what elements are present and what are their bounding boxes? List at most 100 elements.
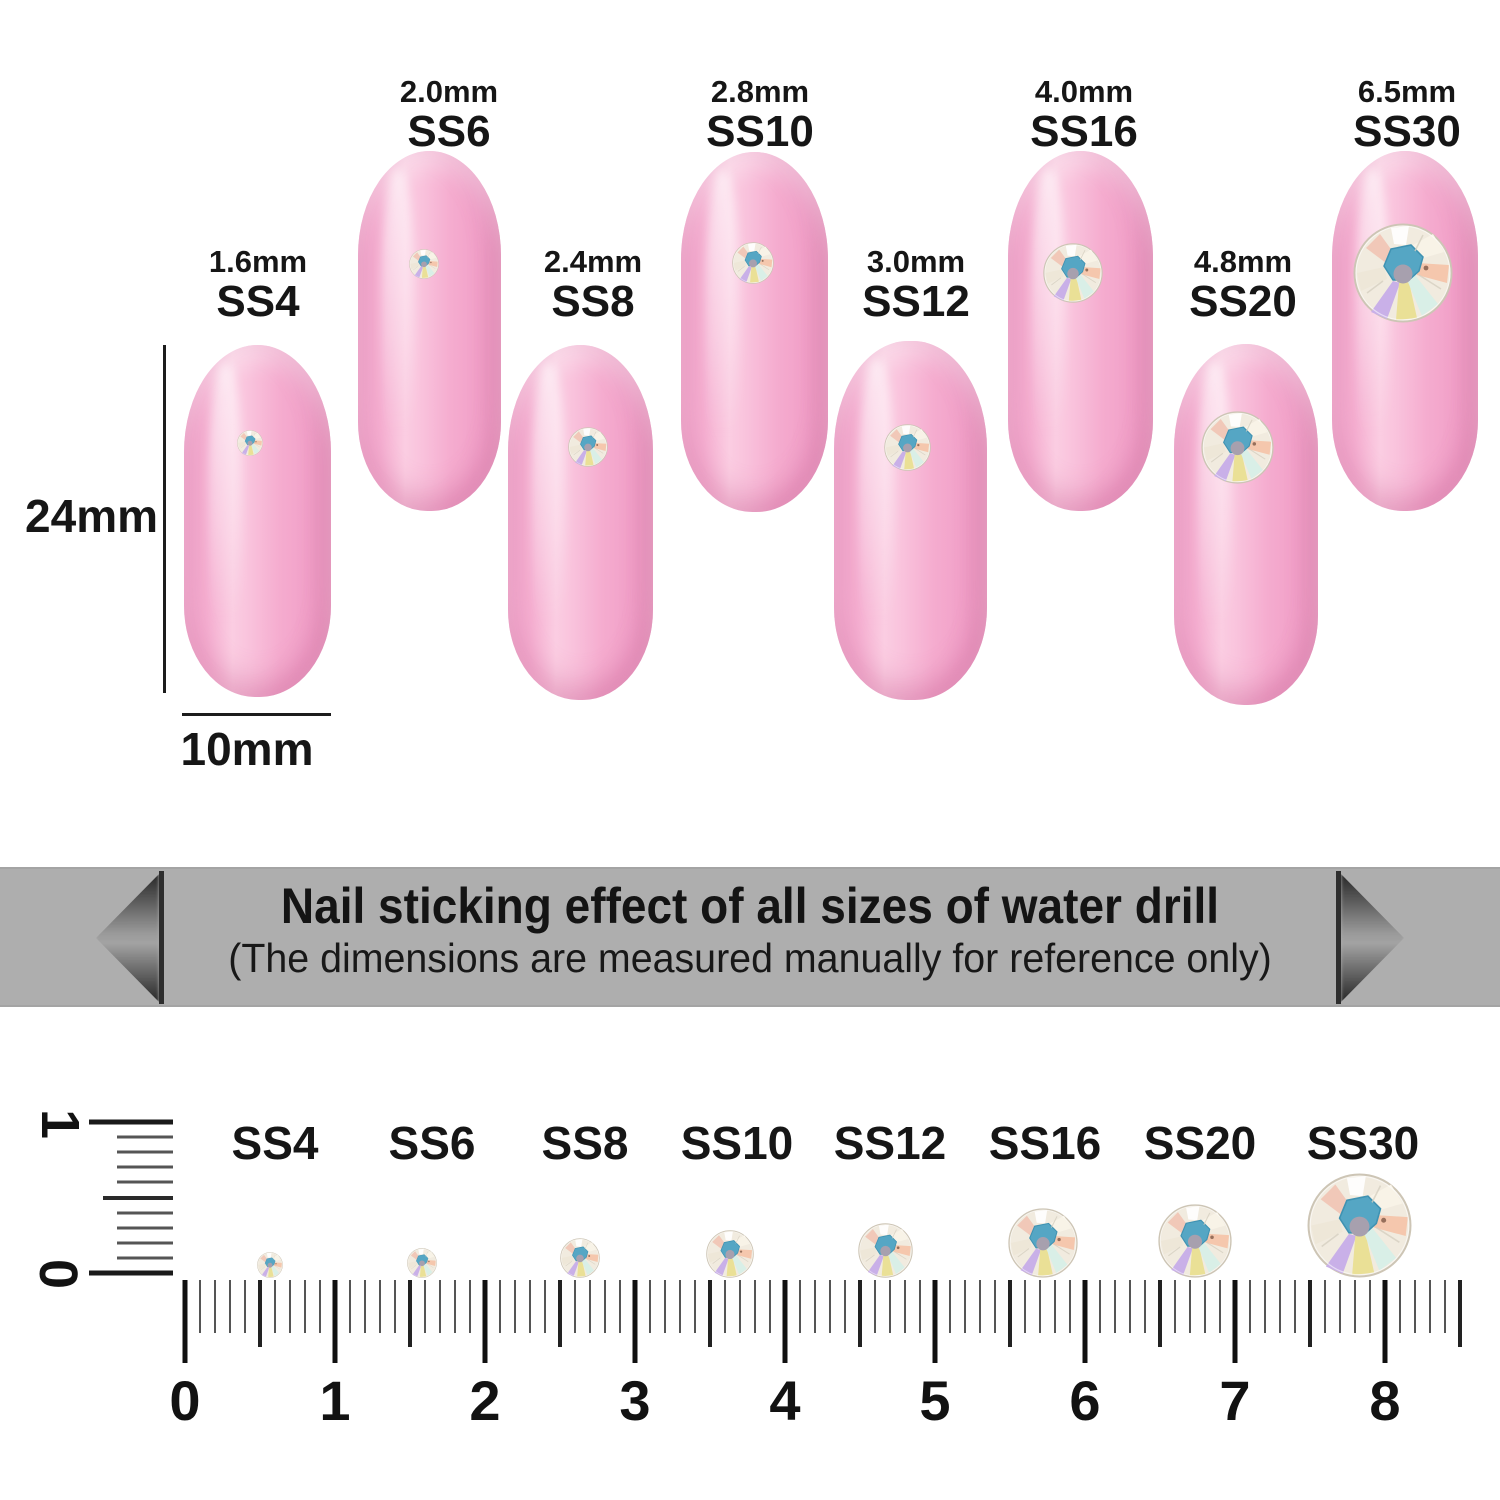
ruler-tick (454, 1280, 456, 1333)
nail-label-ss16: 4.0mm SS16 (1030, 74, 1138, 155)
ruler-tick (932, 1280, 938, 1363)
ruler-tick (1249, 1280, 1251, 1333)
ruler-label-ss6: SS6 (388, 1117, 476, 1169)
ruler-tick (229, 1280, 231, 1333)
ruler-tick (379, 1280, 381, 1333)
ruler-label-ss12: SS12 (833, 1117, 947, 1169)
size-mm-label: 2.8mm (710, 74, 810, 109)
ruler-tick (439, 1280, 441, 1333)
ruler-tick (1189, 1280, 1191, 1333)
nail-gloss (380, 169, 416, 479)
size-mm-label: 4.0mm (1034, 74, 1134, 109)
size-ss-label: SS4 (216, 277, 300, 326)
ruler-tick (103, 1195, 173, 1200)
ruler-number: 8 (1369, 1369, 1401, 1432)
ruler-tick (89, 1119, 173, 1125)
ruler-tick (664, 1280, 666, 1333)
ruler-tick (799, 1280, 801, 1333)
nail-label-ss10: 2.8mm SS10 (706, 74, 814, 155)
ruler-tick (394, 1280, 396, 1333)
nail-label-ss6: 2.0mm SS6 (400, 74, 498, 155)
ruler-tick (979, 1280, 981, 1333)
size-ss-label: SS16 (1030, 107, 1138, 156)
size-mm-label: 2.0mm (399, 74, 499, 109)
ruler-tick (1204, 1280, 1206, 1333)
ruler-tick (694, 1280, 696, 1333)
rhinestone-ss6-on-nail (409, 249, 439, 279)
rhinestone-ss6-on-ruler (407, 1248, 437, 1278)
ruler-tick (1174, 1280, 1176, 1333)
rhinestone-ss10-on-nail (732, 242, 774, 284)
ruler-label-ss16: SS16 (988, 1117, 1102, 1169)
rhinestone-ss30-on-nail (1353, 223, 1453, 323)
ruler-tick (117, 1135, 173, 1139)
rhinestone-ss30-on-ruler (1307, 1173, 1412, 1278)
ruler-tick (919, 1280, 921, 1333)
nail-label-ss20: 4.8mm SS20 (1189, 244, 1297, 325)
size-ss-label: SS10 (706, 107, 814, 156)
ruler-tick (117, 1211, 173, 1215)
rhinestone-ss4-on-nail (237, 430, 263, 456)
ruler-tick (117, 1256, 173, 1260)
ruler-tick (117, 1226, 173, 1230)
ruler-tick (649, 1280, 651, 1333)
nail-ss12 (834, 341, 987, 700)
ruler-tick (994, 1280, 996, 1333)
ruler-tick (499, 1280, 501, 1333)
ruler-tick (814, 1280, 816, 1333)
ruler-tick (117, 1241, 173, 1245)
banner-title: Nail sticking effect of all sizes of wat… (280, 878, 1220, 934)
ruler-tick (1008, 1280, 1012, 1347)
size-mm-label: 1.6mm (208, 244, 308, 279)
nail-height-label: 24mm (25, 490, 158, 542)
ruler-tick (829, 1280, 831, 1333)
right-arrow-stem (1336, 871, 1341, 1004)
ruler-tick (117, 1165, 173, 1169)
nail-ss6 (358, 151, 501, 511)
ruler-tick (289, 1280, 291, 1333)
ruler-tick (482, 1280, 488, 1363)
nail-label-ss4: 1.6mm SS4 (209, 244, 307, 325)
ruler-tick (604, 1280, 606, 1333)
ruler-tick (1232, 1280, 1238, 1363)
ruler-tick (214, 1280, 216, 1333)
rhinestone-ss8-on-ruler (560, 1238, 600, 1278)
size-ss-label: SS6 (407, 107, 491, 156)
ruler-tick (1279, 1280, 1281, 1333)
height-dimension-line (163, 345, 166, 693)
ruler-tick (364, 1280, 366, 1333)
ruler-number: 0 (169, 1369, 201, 1432)
ruler-label-ss8: SS8 (541, 1117, 629, 1169)
nail-gloss (531, 362, 566, 669)
ruler-tick (117, 1180, 173, 1184)
ruler-tick (1069, 1280, 1071, 1333)
ruler-number: 4 (769, 1369, 801, 1432)
ruler-tick (258, 1280, 262, 1347)
ruler-number: 2 (469, 1369, 501, 1432)
ruler-tick (679, 1280, 681, 1333)
ruler-tick (1129, 1280, 1131, 1333)
ruler-tick (424, 1280, 426, 1333)
nail-ss20 (1174, 344, 1318, 705)
ruler-tick (874, 1280, 876, 1333)
ruler-tick (1308, 1280, 1312, 1347)
ruler-tick (514, 1280, 516, 1333)
ruler-tick (1039, 1280, 1041, 1333)
ruler-label-ss20: SS20 (1143, 1117, 1257, 1169)
ruler-tick (739, 1280, 741, 1333)
nail-ss10 (681, 152, 828, 512)
ruler-tick (724, 1280, 726, 1333)
ruler-tick (1324, 1280, 1326, 1333)
ruler-tick (319, 1280, 321, 1333)
ruler-tick (904, 1280, 906, 1333)
nail-gloss (704, 170, 740, 480)
size-ss-label: SS30 (1353, 107, 1461, 156)
vertical-ruler-number-bottom: 0 (28, 1258, 88, 1290)
nail-width-label: 10mm (180, 723, 314, 775)
rhinestone-ss16-on-nail (1043, 243, 1103, 303)
nail-ss4 (184, 345, 331, 697)
nail-label-ss30: 6.5mm SS30 (1353, 74, 1461, 155)
ruler-tick (544, 1280, 546, 1333)
ruler-tick (1294, 1280, 1296, 1333)
